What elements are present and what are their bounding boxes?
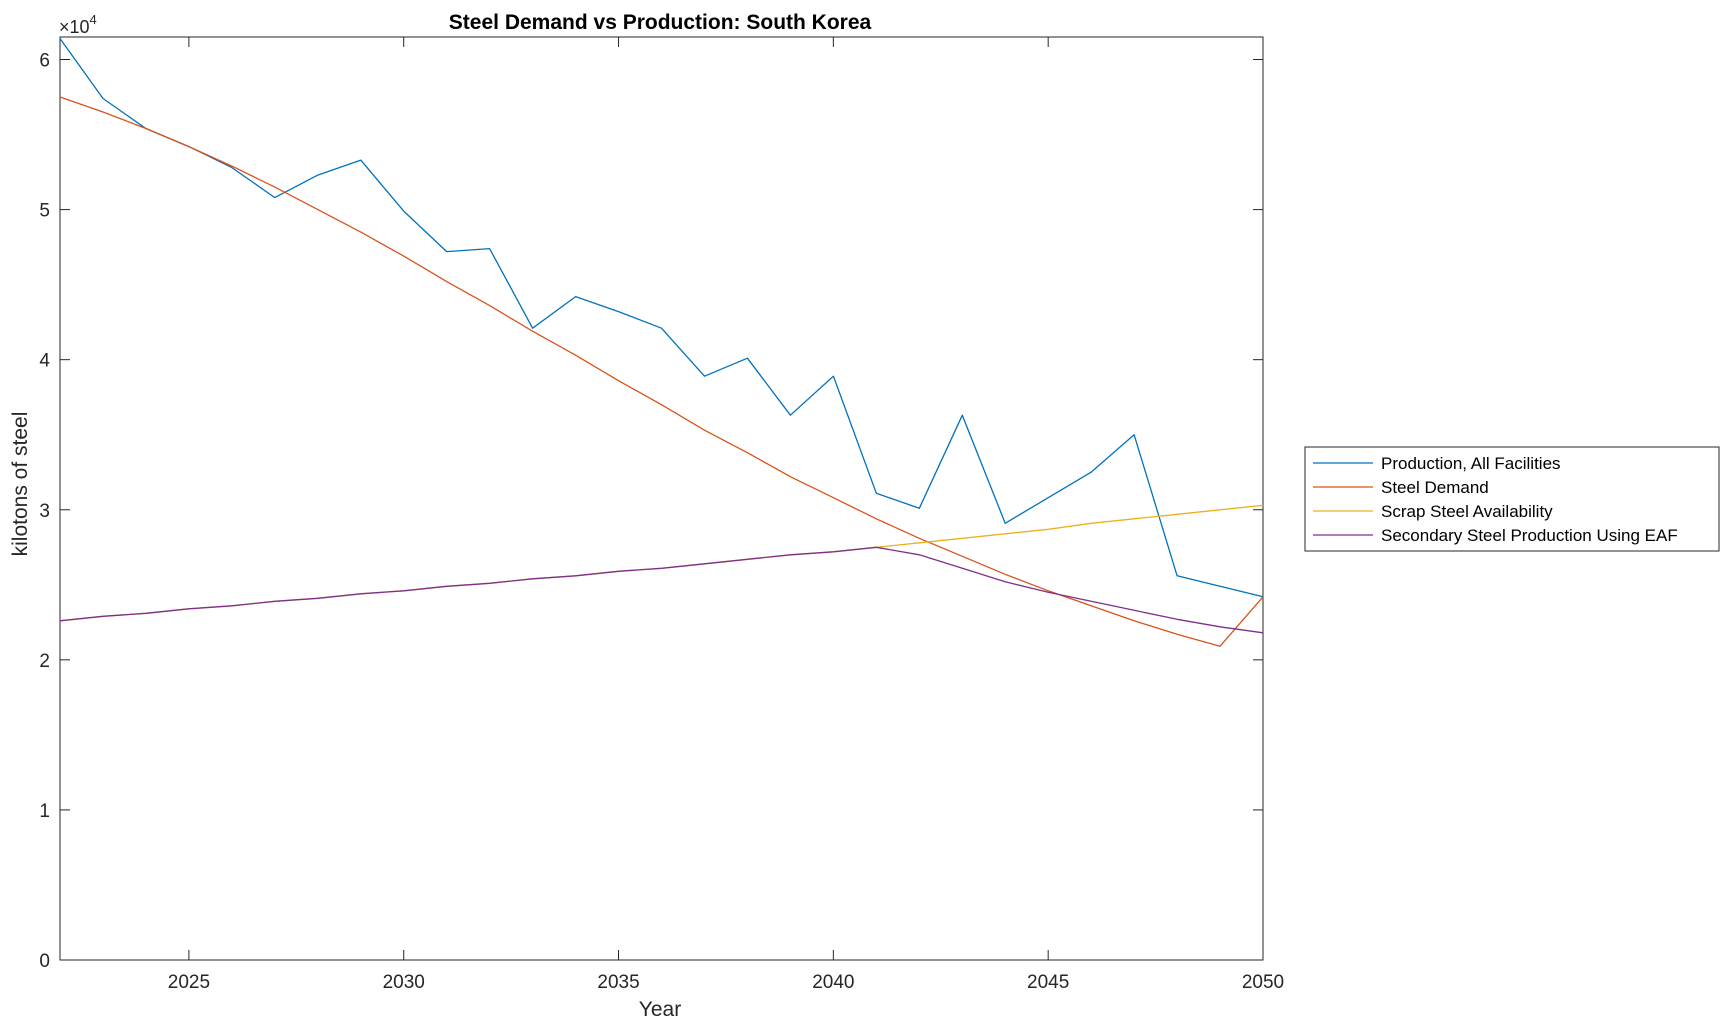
plot-area bbox=[59, 36, 1264, 961]
y-tick-label: 4 bbox=[39, 351, 50, 372]
y-multiplier-exponent: 4 bbox=[90, 12, 97, 27]
legend-label: Scrap Steel Availability bbox=[1381, 502, 1553, 521]
legend-label: Production, All Facilities bbox=[1381, 454, 1561, 473]
y-tick-label: 5 bbox=[39, 201, 50, 222]
series-line-1 bbox=[59, 38, 1264, 598]
y-tick-label: 2 bbox=[39, 651, 50, 672]
x-tick-label: 2025 bbox=[168, 972, 210, 993]
x-axis-label: Year bbox=[639, 998, 681, 1021]
x-tick-label: 2040 bbox=[812, 972, 854, 993]
legend-label: Steel Demand bbox=[1381, 478, 1489, 497]
legend-label: Secondary Steel Production Using EAF bbox=[1381, 526, 1678, 545]
y-multiplier-base: 10 bbox=[70, 17, 90, 37]
chart-title: Steel Demand vs Production: South Korea bbox=[449, 11, 872, 34]
legend: Production, All Facilities Steel Demand Sc… bbox=[1304, 446, 1720, 552]
y-tick-label: 3 bbox=[39, 501, 50, 522]
x-tick-label: 2050 bbox=[1242, 972, 1284, 993]
y-tick-label: 1 bbox=[39, 801, 50, 822]
legend-box bbox=[1304, 446, 1720, 552]
x-tick-label: 2035 bbox=[597, 972, 639, 993]
x-tick-label: 2030 bbox=[383, 972, 425, 993]
y-tick-label: 6 bbox=[39, 51, 50, 72]
y-axis-label: kilotons of steel bbox=[9, 412, 32, 557]
plot-frame bbox=[59, 36, 1264, 961]
svg-text:×104: ×104 bbox=[59, 12, 97, 37]
series-line-4 bbox=[59, 546, 1264, 634]
y-multiplier: ×104 bbox=[59, 12, 97, 37]
series-lines bbox=[59, 38, 1264, 647]
y-tick-label: 0 bbox=[39, 951, 50, 972]
y-multiplier-times: × bbox=[59, 17, 70, 37]
x-tick-label: 2045 bbox=[1027, 972, 1069, 993]
axis-ticks: 2025 2030 2035 2040 2045 2050 0 1 2 3 4 5 6 bbox=[39, 37, 1284, 993]
